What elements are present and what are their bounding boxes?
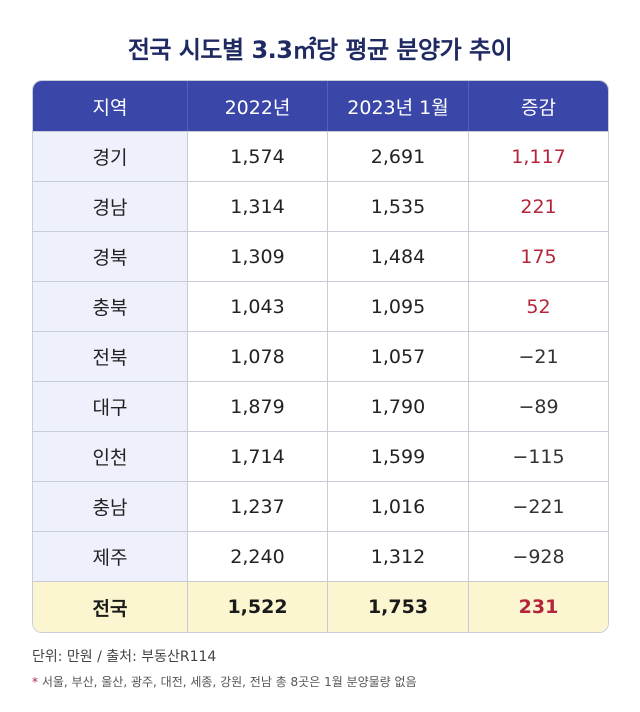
table-row: 경남 1,314 1,535 221 bbox=[33, 181, 608, 231]
region-cell: 대구 bbox=[33, 382, 187, 431]
change-cell: 52 bbox=[468, 282, 608, 331]
value-2022-cell: 2,240 bbox=[187, 532, 327, 581]
value-2022-cell: 1,078 bbox=[187, 332, 327, 381]
table-row-total: 전국 1,522 1,753 231 bbox=[33, 581, 608, 632]
value-2023-cell: 1,753 bbox=[327, 582, 468, 632]
value-2022-cell: 1,714 bbox=[187, 432, 327, 481]
value-2023-cell: 1,599 bbox=[327, 432, 468, 481]
region-cell: 경남 bbox=[33, 182, 187, 231]
value-2023-cell: 2,691 bbox=[327, 132, 468, 181]
footnote: * 서울, 부산, 울산, 광주, 대전, 세종, 강원, 전남 총 8곳은 1… bbox=[32, 673, 417, 690]
value-2023-cell: 1,312 bbox=[327, 532, 468, 581]
change-cell: −928 bbox=[468, 532, 608, 581]
change-cell: 221 bbox=[468, 182, 608, 231]
table-body: 경기 1,574 2,691 1,117 경남 1,314 1,535 221 경북 1,309 1… bbox=[33, 131, 608, 581]
value-2023-cell: 1,057 bbox=[327, 332, 468, 381]
table-header-row: 지역 2022년 2023년 1월 증감 bbox=[33, 81, 608, 131]
table-row: 인천 1,714 1,599 −115 bbox=[33, 431, 608, 481]
region-cell: 제주 bbox=[33, 532, 187, 581]
footnote-asterisk: * bbox=[32, 675, 38, 689]
table-row: 제주 2,240 1,312 −928 bbox=[33, 531, 608, 581]
header-region: 지역 bbox=[92, 96, 128, 119]
header-2022: 2022년 bbox=[187, 81, 327, 131]
region-cell: 경북 bbox=[33, 232, 187, 281]
value-2023-cell: 1,016 bbox=[327, 482, 468, 531]
header-2023-jan: 2023년 1월 bbox=[327, 81, 468, 131]
price-table: 지역 2022년 2023년 1월 증감 경기 1,574 2,691 1,117 경남… bbox=[32, 80, 609, 633]
change-cell: −89 bbox=[468, 382, 608, 431]
value-2023-cell: 1,095 bbox=[327, 282, 468, 331]
footnote-text: 서울, 부산, 울산, 광주, 대전, 세종, 강원, 전남 총 8곳은 1월 … bbox=[41, 675, 417, 689]
value-2022-cell: 1,522 bbox=[187, 582, 327, 632]
table-row: 대구 1,879 1,790 −89 bbox=[33, 381, 608, 431]
change-cell: 231 bbox=[468, 582, 608, 632]
region-cell: 전북 bbox=[33, 332, 187, 381]
value-2022-cell: 1,237 bbox=[187, 482, 327, 531]
table-row: 충북 1,043 1,095 52 bbox=[33, 281, 608, 331]
value-2023-cell: 1,790 bbox=[327, 382, 468, 431]
value-2022-cell: 1,574 bbox=[187, 132, 327, 181]
value-2022-cell: 1,043 bbox=[187, 282, 327, 331]
value-2022-cell: 1,314 bbox=[187, 182, 327, 231]
table-row: 전북 1,078 1,057 −21 bbox=[33, 331, 608, 381]
value-2022-cell: 1,879 bbox=[187, 382, 327, 431]
change-cell: 175 bbox=[468, 232, 608, 281]
region-cell: 전국 bbox=[33, 582, 187, 632]
change-cell: −115 bbox=[468, 432, 608, 481]
header-change: 증감 bbox=[468, 81, 608, 131]
change-cell: 1,117 bbox=[468, 132, 608, 181]
value-2023-cell: 1,484 bbox=[327, 232, 468, 281]
change-cell: −21 bbox=[468, 332, 608, 381]
table-row: 경기 1,574 2,691 1,117 bbox=[33, 131, 608, 181]
region-cell: 충북 bbox=[33, 282, 187, 331]
page-title: 전국 시도별 3.3㎡당 평균 분양가 추이 bbox=[127, 36, 513, 64]
table-row: 충남 1,237 1,016 −221 bbox=[33, 481, 608, 531]
change-cell: −221 bbox=[468, 482, 608, 531]
value-2022-cell: 1,309 bbox=[187, 232, 327, 281]
region-cell: 경기 bbox=[33, 132, 187, 181]
unit-source-note: 단위: 만원 / 출처: 부동산R114 bbox=[32, 649, 217, 665]
region-cell: 인천 bbox=[33, 432, 187, 481]
table-row: 경북 1,309 1,484 175 bbox=[33, 231, 608, 281]
region-cell: 충남 bbox=[33, 482, 187, 531]
value-2023-cell: 1,535 bbox=[327, 182, 468, 231]
